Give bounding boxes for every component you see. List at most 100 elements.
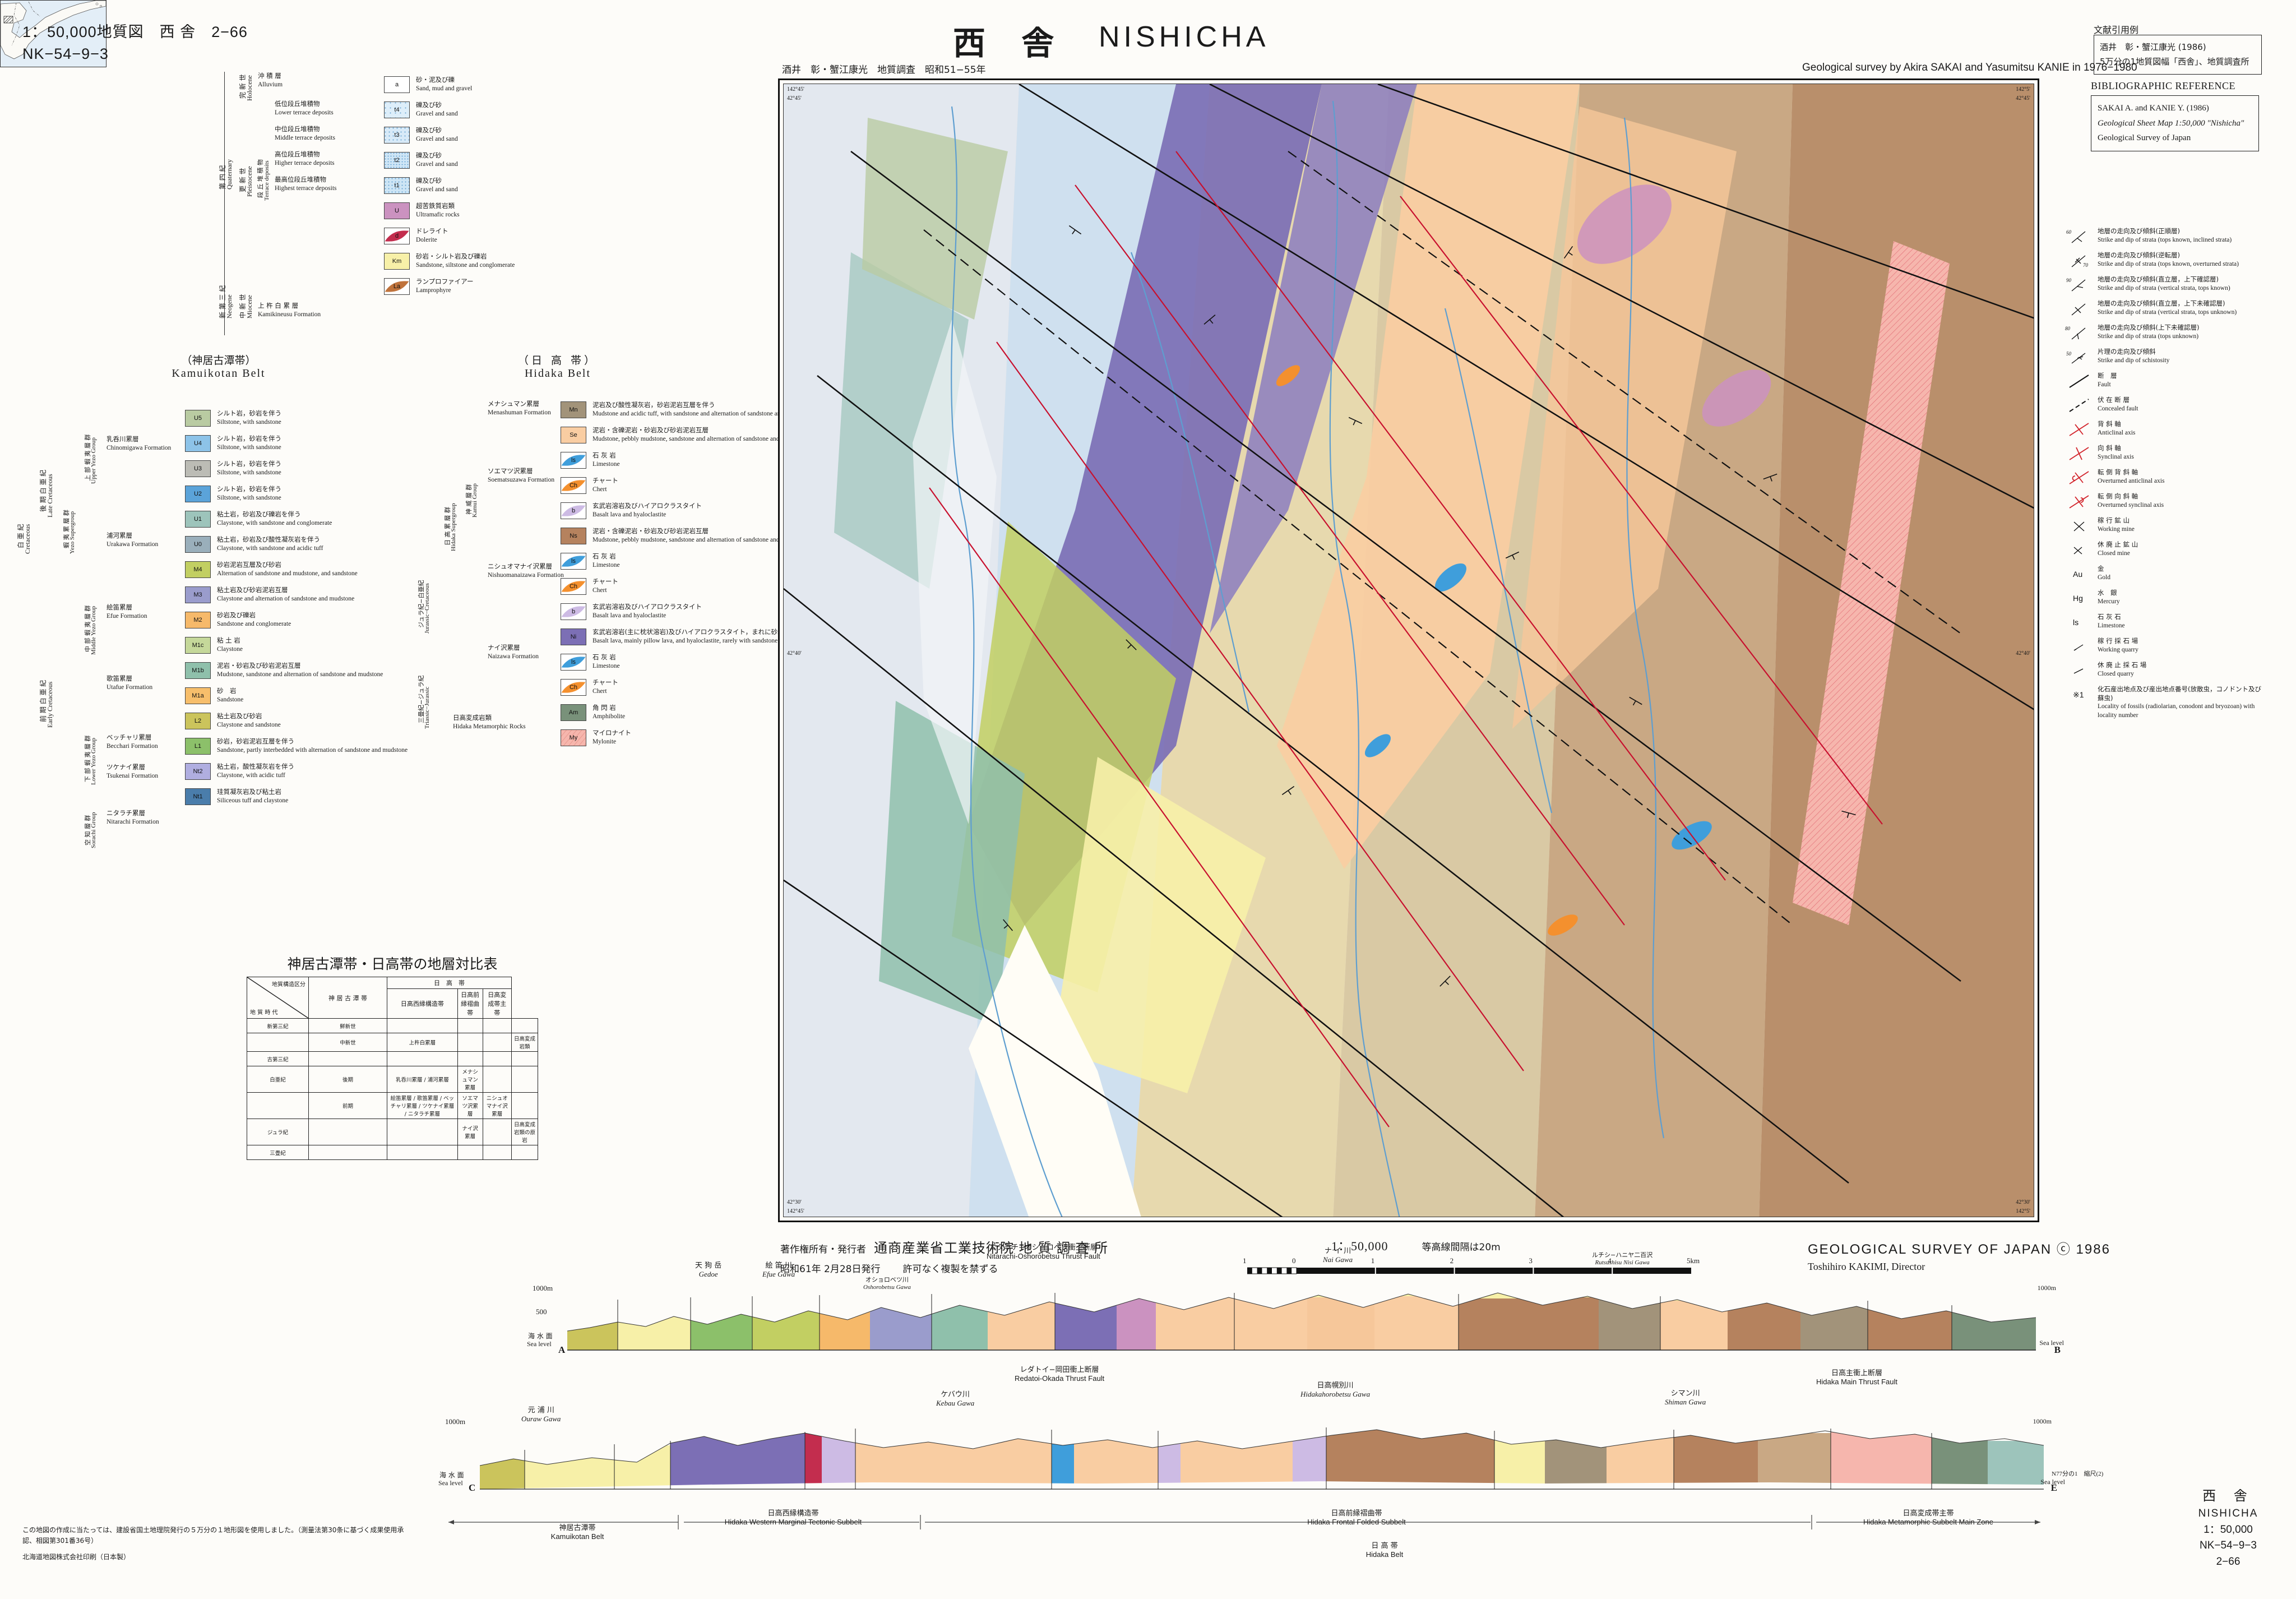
legend-swatch-My[interactable]: My: [561, 729, 586, 746]
legend-swatch-d[interactable]: d: [384, 227, 410, 244]
symbol-legend-item[interactable]: 伏 在 断 層 Concealed fault: [2063, 396, 2287, 414]
legend-item[interactable]: L1 砂岩，砂岩泥岩互層を伴う Sandstone, partly interbed…: [185, 733, 408, 759]
symbol-legend-item[interactable]: 90 地層の走向及び傾斜(直立層，上下確認層) Strike and dip of …: [2063, 275, 2287, 293]
symbol-legend-item[interactable]: 転 倒 背 斜 軸 Overturned anticlinal axis: [2063, 468, 2287, 486]
symbol-legend-item[interactable]: Au 金 Gold: [2063, 565, 2287, 583]
legend-swatch-M3[interactable]: M3: [185, 586, 211, 603]
symbol-legend-item[interactable]: 断 層 Fault: [2063, 372, 2287, 390]
legend-item[interactable]: M4 砂岩泥岩互層及び砂岩 Alternation of sandstone and…: [185, 557, 408, 582]
legend-item[interactable]: Ch チャート Chert: [561, 674, 823, 700]
legend-swatch-M1b[interactable]: M1b: [185, 662, 211, 679]
legend-swatch-Nt1[interactable]: Nt1: [185, 788, 211, 805]
legend-swatch-ls[interactable]: ls: [561, 653, 586, 671]
legend-swatch-t4[interactable]: t4: [384, 101, 410, 118]
legend-swatch-M2[interactable]: M2: [185, 611, 211, 628]
legend-swatch-Se[interactable]: Se: [561, 426, 586, 443]
symbol-legend-item[interactable]: 60 地層の走向及び傾斜(正順層) Strike and dip of strata…: [2063, 227, 2287, 245]
legend-item[interactable]: ls 石 灰 岩 Limestone: [561, 548, 823, 574]
legend-swatch-L1[interactable]: L1: [185, 737, 211, 755]
legend-item[interactable]: Nt1 珪質凝灰岩及び粘土岩 Siliceous tuff and clayston…: [185, 784, 408, 809]
legend-item[interactable]: U 超苦鉄質岩類 Ultramafic rocks: [384, 198, 515, 223]
legend-swatch-t1[interactable]: t1: [384, 177, 410, 194]
legend-item[interactable]: M2 砂岩及び礫岩 Sandstone and conglomerate: [185, 607, 408, 632]
legend-swatch-Ch[interactable]: Ch: [561, 678, 586, 696]
legend-item[interactable]: La ランプロファイアー Lamprophyre: [384, 274, 515, 299]
legend-swatch-Km[interactable]: Km: [384, 252, 410, 270]
legend-swatch-Ni[interactable]: Ni: [561, 628, 586, 645]
legend-item[interactable]: Se 泥岩・含礫泥岩・砂岩及び砂岩泥岩互層 Mudstone, pebbly mud…: [561, 422, 823, 447]
legend-swatch-M4[interactable]: M4: [185, 561, 211, 578]
legend-item[interactable]: a 砂・泥及び礫 Sand, mud and gravel: [384, 72, 515, 97]
legend-swatch-a[interactable]: a: [384, 76, 410, 93]
legend-swatch-Nt2[interactable]: Nt2: [185, 762, 211, 780]
geological-map-panel[interactable]: 142°45' 42°45' 142°5' 42°45' 42°30' 142°…: [778, 78, 2039, 1222]
legend-item[interactable]: t4 礫及び砂 Gravel and sand: [384, 97, 515, 122]
legend-item[interactable]: U0 粘土岩，砂岩及び酸性凝灰岩を伴う Claystone, with sandst…: [185, 532, 408, 557]
legend-item[interactable]: ls 石 灰 岩 Limestone: [561, 649, 823, 674]
legend-swatch-Ns[interactable]: Ns: [561, 527, 586, 544]
legend-item[interactable]: M1c 粘 土 岩 Claystone: [185, 632, 408, 658]
legend-item[interactable]: Ni 玄武岩溶岩(主に枕状溶岩)及びハイアロクラスタイト，まれに砂岩・泥岩を伴う B…: [561, 624, 823, 649]
legend-item[interactable]: Ch チャート Chert: [561, 574, 823, 599]
legend-swatch-b[interactable]: b: [561, 603, 586, 620]
legend-item[interactable]: Km 砂岩・シルト岩及び礫岩 Sandstone, siltstone and co…: [384, 248, 515, 274]
legend-swatch-U1[interactable]: U1: [185, 510, 211, 528]
legend-swatch-ls[interactable]: ls: [561, 451, 586, 469]
legend-swatch-U[interactable]: U: [384, 202, 410, 219]
legend-item[interactable]: d ドレライト Dolerite: [384, 223, 515, 248]
legend-swatch-L2[interactable]: L2: [185, 712, 211, 729]
symbol-legend-item[interactable]: 地層の走向及び傾斜(直立層，上下未確認層) Strike and dip of s…: [2063, 299, 2287, 317]
legend-swatch-Am[interactable]: Am: [561, 704, 586, 721]
legend-item[interactable]: M1b 泥岩・砂岩及び砂岩泥岩互層 Mudstone, sandstone and …: [185, 658, 408, 683]
legend-swatch-Ch[interactable]: Ch: [561, 577, 586, 595]
legend-item[interactable]: Nt2 粘土岩，酸性凝灰岩を伴う Claystone, with acidic tu…: [185, 759, 408, 784]
index-map[interactable]: [0, 0, 107, 67]
legend-item[interactable]: t2 礫及び砂 Gravel and sand: [384, 147, 515, 173]
symbol-legend-item[interactable]: 休 廃 止 鉱 山 Closed mine: [2063, 540, 2287, 558]
legend-item[interactable]: t3 礫及び砂 Gravel and sand: [384, 122, 515, 147]
legend-swatch-Ch[interactable]: Ch: [561, 477, 586, 494]
legend-item[interactable]: t1 礫及び砂 Gravel and sand: [384, 173, 515, 198]
legend-swatch-M1a[interactable]: M1a: [185, 687, 211, 704]
legend-swatch-U0[interactable]: U0: [185, 535, 211, 553]
legend-swatch-M1c[interactable]: M1c: [185, 636, 211, 654]
legend-item[interactable]: U2 シルト岩，砂岩を伴う Siltstone, with sandstone: [185, 481, 408, 506]
symbol-legend-item[interactable]: Hg 水 銀 Mercury: [2063, 589, 2287, 607]
geological-map-svg[interactable]: [784, 84, 2034, 1217]
symbol-legend-item[interactable]: 稼 行 鉱 山 Working mine: [2063, 516, 2287, 534]
legend-item[interactable]: U5 シルト岩，砂岩を伴う Siltstone, with sandstone: [185, 405, 408, 431]
legend-item[interactable]: Ns 泥岩・含礫泥岩・砂岩及び砂岩泥岩互層 Mudstone, pebbly mud…: [561, 523, 823, 548]
legend-swatch-b[interactable]: b: [561, 502, 586, 519]
legend-item[interactable]: U3 シルト岩，砂岩を伴う Siltstone, with sandstone: [185, 456, 408, 481]
symbol-legend-item[interactable]: 向 斜 軸 Synclinal axis: [2063, 444, 2287, 462]
legend-item[interactable]: b 玄武岩溶岩及びハイアロクラスタイト Basalt lava and hyaloc…: [561, 599, 823, 624]
legend-item[interactable]: Mn 泥岩及び酸性凝灰岩，砂岩泥岩互層を伴う Mudstone and acidic…: [561, 397, 823, 422]
legend-item[interactable]: Am 角 閃 岩 Amphibolite: [561, 700, 823, 725]
legend-item[interactable]: U4 シルト岩，砂岩を伴う Siltstone, with sandstone: [185, 431, 408, 456]
legend-swatch-t3[interactable]: t3: [384, 126, 410, 144]
legend-swatch-U4[interactable]: U4: [185, 435, 211, 452]
symbol-legend-item[interactable]: ※1 化石産出地点及び産出地点番号(放散虫，コノドント及び蘇虫) Locality …: [2063, 685, 2287, 720]
legend-swatch-La[interactable]: La: [384, 278, 410, 295]
geological-map-canvas[interactable]: 142°45' 42°45' 142°5' 42°45' 42°30' 142°…: [783, 84, 2034, 1217]
legend-item[interactable]: b 玄武岩溶岩及びハイアロクラスタイト Basalt lava and hyaloc…: [561, 498, 823, 523]
symbol-legend-item[interactable]: 転 倒 向 斜 軸 Overturned synclinal axis: [2063, 492, 2287, 510]
legend-item[interactable]: M3 粘土岩及び砂岩泥岩互層 Claystone and alternation o…: [185, 582, 408, 607]
legend-swatch-ls[interactable]: ls: [561, 552, 586, 570]
legend-swatch-Mn[interactable]: Mn: [561, 401, 586, 418]
symbol-legend-item[interactable]: 70 地層の走向及び傾斜(逆転層) Strike and dip of strata…: [2063, 251, 2287, 269]
legend-swatch-t2[interactable]: t2: [384, 151, 410, 169]
legend-item[interactable]: L2 粘土岩及び砂岩 Claystone and sandstone: [185, 708, 408, 733]
legend-item[interactable]: ls 石 灰 岩 Limestone: [561, 447, 823, 473]
legend-item[interactable]: My マイロナイト Mylonite: [561, 725, 823, 750]
symbol-legend-item[interactable]: 80 地層の走向及び傾斜(上下未確認層) Strike and dip of str…: [2063, 324, 2287, 341]
symbol-legend-item[interactable]: 背 斜 軸 Anticlinal axis: [2063, 420, 2287, 438]
symbol-legend-item[interactable]: 休 廃 止 採 石 場 Closed quarry: [2063, 661, 2287, 679]
symbol-legend-item[interactable]: 稼 行 採 石 場 Working quarry: [2063, 637, 2287, 655]
symbol-legend-item[interactable]: ls 石 灰 石 Limestone: [2063, 613, 2287, 631]
legend-item[interactable]: Ch チャート Chert: [561, 473, 823, 498]
legend-swatch-U5[interactable]: U5: [185, 409, 211, 427]
legend-item[interactable]: M1a 砂 岩 Sandstone: [185, 683, 408, 708]
legend-swatch-U3[interactable]: U3: [185, 460, 211, 477]
legend-item[interactable]: U1 粘土岩，砂岩及び礫岩を伴う Claystone, with sandstone…: [185, 506, 408, 532]
